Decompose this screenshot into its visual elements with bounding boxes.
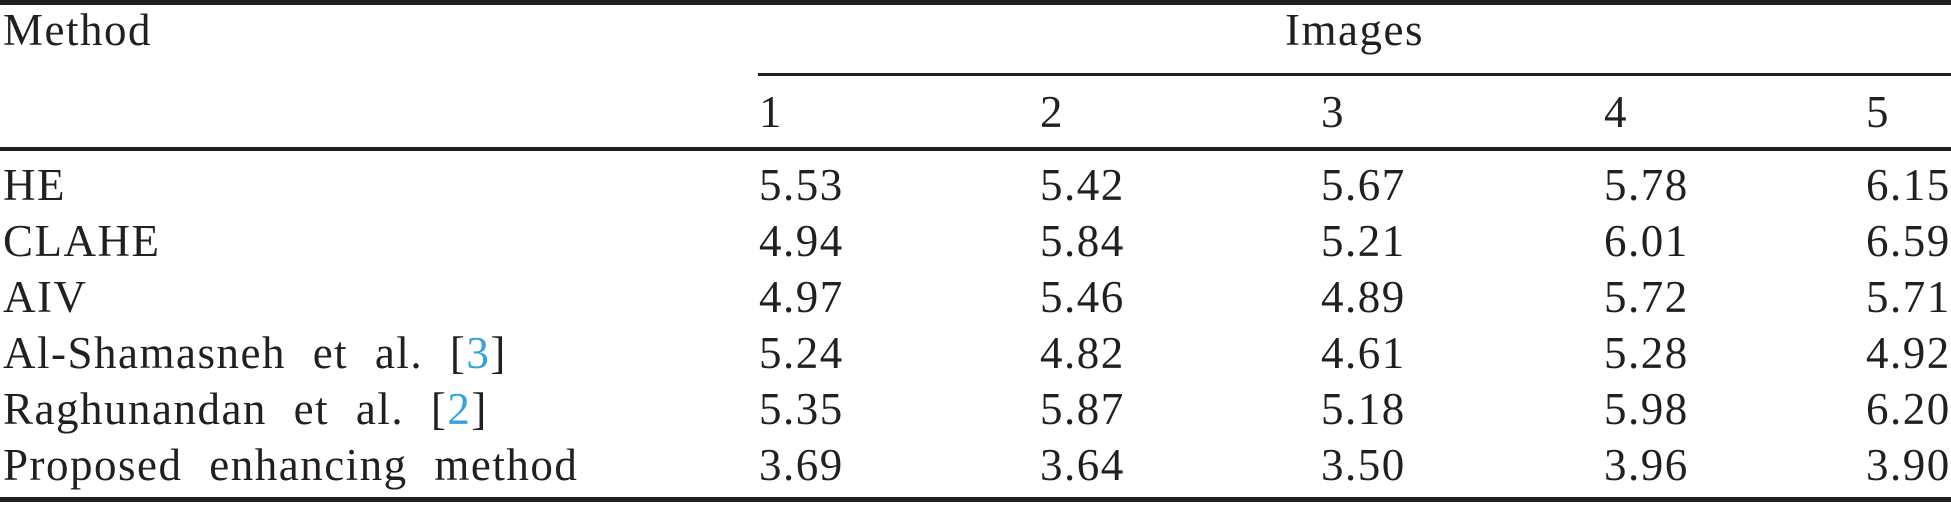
value-cell: 5.28 <box>1604 328 1689 378</box>
method-name: Raghunandan et al. <box>3 384 431 434</box>
images-group-header: Images <box>1285 5 1424 55</box>
value-cell: 5.18 <box>1321 384 1406 434</box>
value-cell: 5.24 <box>759 328 844 378</box>
image-column-header-3: 3 <box>1321 87 1345 137</box>
value-cell: 5.42 <box>1040 160 1125 210</box>
method-cell: Raghunandan et al. [2] <box>3 387 488 432</box>
value-cell: 4.92 <box>1866 328 1951 378</box>
value-cell: 5.67 <box>1321 160 1406 210</box>
value-cell: 4.82 <box>1040 328 1125 378</box>
value-cell: 6.20 <box>1866 384 1951 434</box>
method-name: Al-Shamasneh et al. <box>3 328 450 378</box>
value-cell: 6.15 <box>1866 160 1951 210</box>
method-column-header: Method <box>3 5 152 55</box>
method-cell: CLAHE <box>3 219 161 264</box>
value-cell: 5.87 <box>1040 384 1125 434</box>
citation-link[interactable]: 2 <box>447 384 472 434</box>
method-name: AIV <box>3 272 88 322</box>
value-cell: 5.72 <box>1604 272 1689 322</box>
citation-bracket-open: [ <box>430 384 448 434</box>
value-cell: 3.90 <box>1866 440 1951 490</box>
table-top-rule <box>0 0 1951 5</box>
citation-bracket-open: [ <box>449 328 467 378</box>
table-bottom-rule <box>0 497 1951 502</box>
method-name: Proposed enhancing method <box>3 440 579 490</box>
images-group-rule <box>758 73 1951 76</box>
value-cell: 5.46 <box>1040 272 1125 322</box>
method-cell: AIV <box>3 275 87 320</box>
citation-link[interactable]: 3 <box>466 328 491 378</box>
value-cell: 5.35 <box>759 384 844 434</box>
value-cell: 3.64 <box>1040 440 1125 490</box>
method-cell: Proposed enhancing method <box>3 443 578 488</box>
method-name: CLAHE <box>3 216 161 266</box>
value-cell: 5.53 <box>759 160 844 210</box>
header-rule <box>0 147 1951 151</box>
image-column-header-5: 5 <box>1866 87 1890 137</box>
value-cell: 6.01 <box>1604 216 1689 266</box>
method-cell: Al-Shamasneh et al. [3] <box>3 331 507 376</box>
citation-bracket-close: ] <box>490 328 507 378</box>
value-cell: 5.21 <box>1321 216 1406 266</box>
value-cell: 5.98 <box>1604 384 1689 434</box>
value-cell: 3.96 <box>1604 440 1689 490</box>
value-cell: 5.84 <box>1040 216 1125 266</box>
value-cell: 4.94 <box>759 216 844 266</box>
citation-bracket-close: ] <box>471 384 488 434</box>
value-cell: 6.59 <box>1866 216 1951 266</box>
value-cell: 3.50 <box>1321 440 1406 490</box>
image-column-header-2: 2 <box>1040 87 1064 137</box>
method-name: HE <box>3 160 66 210</box>
image-column-header-1: 1 <box>759 87 783 137</box>
value-cell: 5.78 <box>1604 160 1689 210</box>
value-cell: 3.69 <box>759 440 844 490</box>
value-cell: 4.97 <box>759 272 844 322</box>
value-cell: 4.89 <box>1321 272 1406 322</box>
value-cell: 4.61 <box>1321 328 1406 378</box>
image-column-header-4: 4 <box>1604 87 1628 137</box>
method-cell: HE <box>3 163 66 208</box>
value-cell: 5.71 <box>1866 272 1951 322</box>
